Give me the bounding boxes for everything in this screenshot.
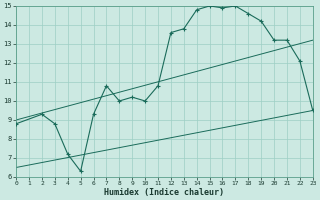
X-axis label: Humidex (Indice chaleur): Humidex (Indice chaleur): [104, 188, 224, 197]
